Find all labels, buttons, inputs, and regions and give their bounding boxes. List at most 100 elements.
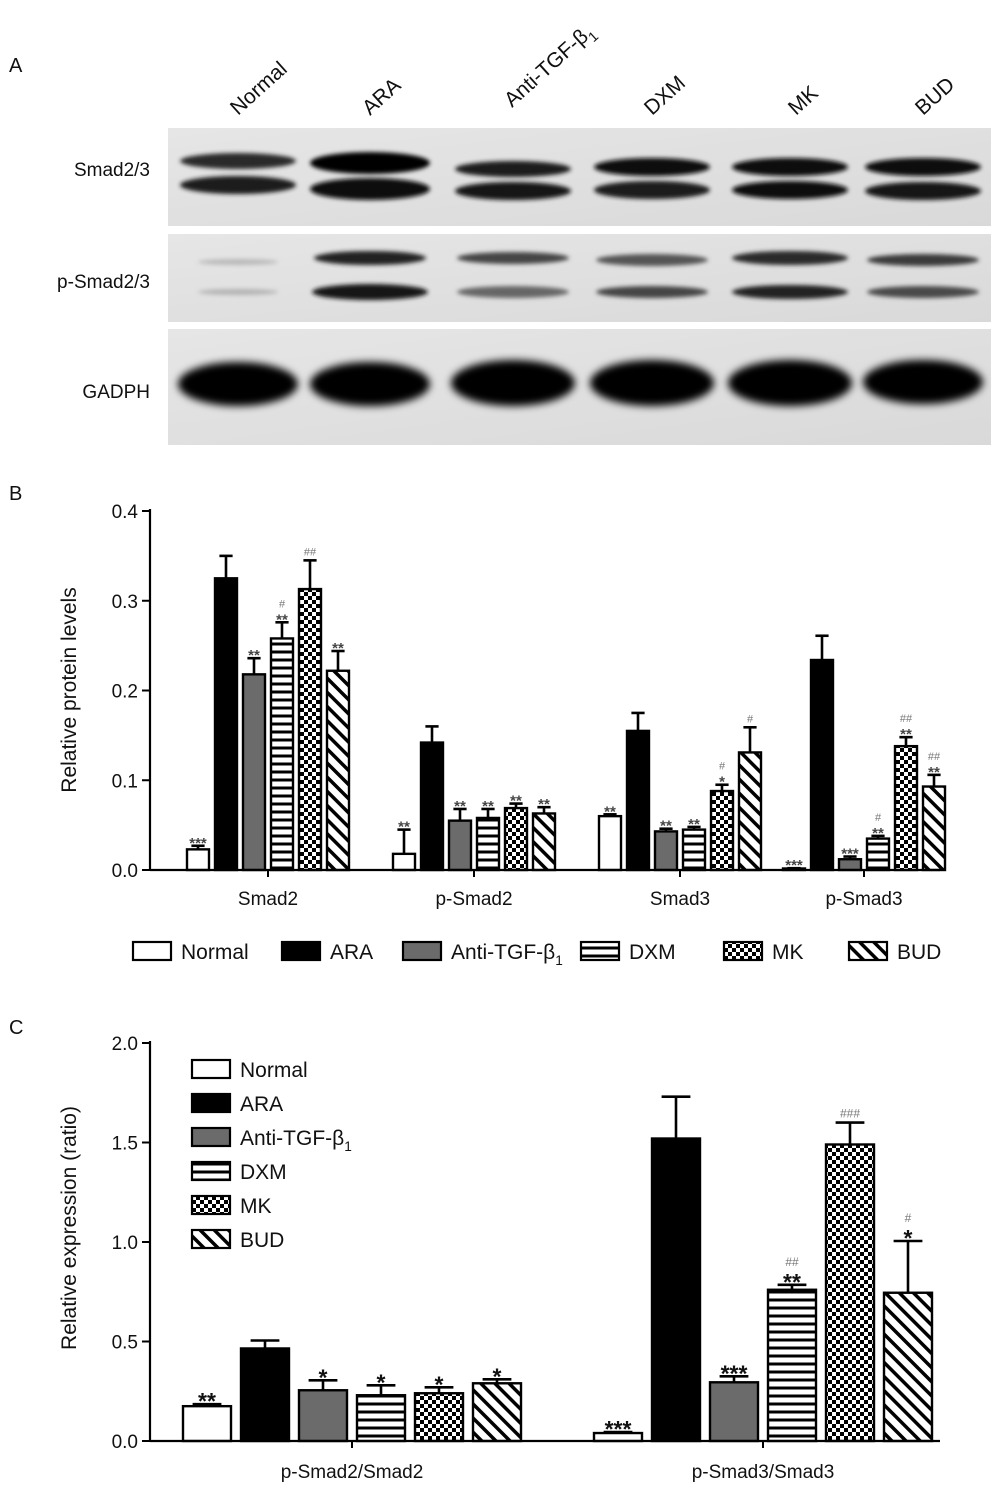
significance-hash: ###	[840, 1107, 860, 1121]
y-tick-label: 0.1	[112, 771, 138, 792]
significance-stars: **	[482, 798, 494, 815]
band	[457, 252, 569, 264]
bands-psmad23	[198, 251, 979, 300]
legend-swatch	[190, 1126, 232, 1148]
legend-swatch	[579, 940, 621, 962]
band	[180, 176, 296, 194]
lane-label-mk: MK	[784, 82, 823, 120]
significance-stars: **	[198, 1388, 216, 1414]
bar-mk-p-smad2	[503, 806, 529, 872]
bar-bud-smad3	[737, 751, 763, 872]
bar-dxm-p-smad3	[865, 837, 891, 872]
band	[178, 362, 298, 406]
significance-stars: *	[904, 1225, 913, 1251]
legend-label-text: BUD	[240, 1229, 284, 1252]
legend-label-text: Normal	[240, 1059, 308, 1082]
legend-label-text: ARA	[330, 941, 373, 964]
bar-ara-smad3	[625, 729, 651, 872]
legend-swatch	[131, 940, 173, 962]
band	[732, 251, 848, 265]
panel-c-axes: 0.0 0.5 1.0 1.5 2.0 p-Smad2/Smad2 p-Smad3/Smad…	[112, 1034, 940, 1483]
significance-stars: *	[435, 1371, 444, 1397]
legend-item-anti-tgf: Anti-TGF-β1	[190, 1126, 352, 1154]
panel-c-legend: Normal ARA Anti-TGF-β1 DXM MK BUD	[190, 1058, 352, 1252]
band	[596, 254, 708, 266]
significance-stars: **	[604, 803, 616, 820]
panel-c-ylabel: Relative expression (ratio)	[58, 1106, 81, 1350]
band	[198, 289, 278, 295]
band	[732, 181, 848, 199]
legend-swatch	[722, 940, 764, 962]
legend-label: MK	[240, 1195, 272, 1218]
legend-swatch	[190, 1228, 232, 1250]
legend-item-dxm: DXM	[579, 940, 676, 964]
significance-hash: #	[747, 713, 754, 725]
row-label-smad23: Smad2/3	[74, 160, 150, 181]
blot-strip-smad23	[168, 128, 991, 226]
panel-b-bars: *********************#******###***#**##*…	[185, 546, 947, 874]
legend-label: Anti-TGF-β1	[451, 941, 563, 968]
lane-label-dxm: DXM	[640, 71, 690, 119]
significance-stars: **	[872, 825, 884, 842]
band	[455, 182, 571, 200]
bar-bud-p-smad3	[921, 785, 947, 872]
panel-b-letter: B	[9, 483, 22, 505]
legend-label-text: DXM	[629, 941, 676, 964]
significance-stars: **	[783, 1269, 801, 1295]
x-tick-label: p-Smad3/Smad3	[692, 1462, 835, 1483]
band	[198, 259, 278, 265]
band	[310, 152, 430, 174]
legend-label-text: DXM	[240, 1161, 287, 1184]
significance-hash: #	[279, 598, 286, 610]
significance-hash: ##	[900, 713, 913, 725]
significance-stars: ***	[605, 1416, 632, 1442]
blot-strip-gadph	[168, 329, 991, 445]
y-tick-label: 0.4	[112, 502, 139, 523]
y-tick-label: 0.0	[112, 1432, 138, 1453]
x-tick-label: p-Smad2	[435, 889, 512, 910]
significance-stars: ***	[189, 835, 207, 852]
legend-label-text: Normal	[181, 941, 249, 964]
band	[867, 286, 979, 298]
legend-label-text: BUD	[897, 941, 941, 964]
panel-c: C ****** ******##*###**# 0.00.51.01.52.0p…	[9, 1017, 940, 1483]
significance-stars: **	[332, 640, 344, 657]
legend-label-text: Anti-TGF-β	[240, 1127, 344, 1150]
bar-ara-p-smad2	[419, 741, 445, 872]
panel-c-letter: C	[9, 1017, 23, 1039]
significance-stars: *	[493, 1363, 502, 1389]
legend-item-mk: MK	[190, 1194, 272, 1218]
y-tick-label: 1.5	[112, 1134, 138, 1155]
legend-swatch	[280, 940, 322, 962]
legend-label: Anti-TGF-β1	[240, 1127, 352, 1154]
band	[865, 182, 981, 200]
band	[594, 158, 710, 176]
panel-b-ylabel: Relative protein levels	[58, 587, 81, 792]
band	[867, 254, 979, 266]
band	[310, 362, 430, 406]
bar-mk-smad3	[709, 789, 735, 872]
bar-bud-p-smad2	[531, 812, 557, 872]
legend-label: DXM	[629, 941, 676, 964]
panel-b-axes: 0.0 0.1 0.2 0.3 0.4 Smad2 p-Smad2 Smad3 p-Smad3	[112, 502, 940, 910]
y-tick-label: 0.3	[112, 592, 138, 613]
legend-label-text: MK	[240, 1195, 272, 1218]
lane-label-bud: BUD	[911, 73, 959, 120]
band	[590, 360, 714, 406]
legend-swatch	[847, 940, 889, 962]
band	[314, 251, 426, 265]
bar-dxm-p-smad2-smad2	[355, 1394, 407, 1443]
significance-stars: **	[454, 798, 466, 815]
legend-label-text: ARA	[240, 1093, 283, 1116]
bar-dxm-p-smad2	[475, 816, 501, 872]
row-labels: Smad2/3 p-Smad2/3 GADPH	[57, 160, 150, 403]
bands-smad23	[180, 152, 981, 200]
significance-stars: **	[538, 796, 550, 813]
row-label-psmad23: p-Smad2/3	[57, 272, 150, 293]
legend-swatch	[401, 940, 443, 962]
bar-normal-smad3	[597, 814, 623, 872]
y-tick-label: 0.5	[112, 1333, 138, 1354]
bar-anti-tgf-1-p-smad2-smad2	[297, 1389, 349, 1443]
legend-swatch	[190, 1058, 232, 1080]
